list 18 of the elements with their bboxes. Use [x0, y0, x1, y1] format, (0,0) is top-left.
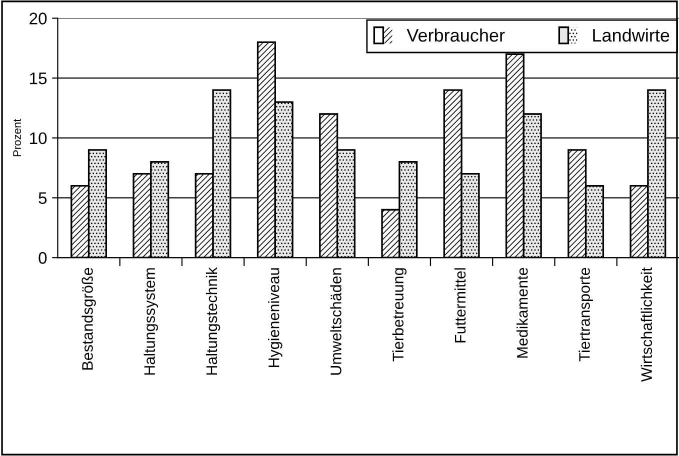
x-tick-label: Haltungssystem — [144, 268, 158, 375]
x-tick-label: Medikamente — [516, 268, 528, 358]
x-tick-label: Haltungstechnik — [206, 267, 220, 375]
legend-label: Landwirte — [593, 28, 670, 42]
y-tick-label: 0 — [38, 252, 47, 264]
y-tick-label: 10 — [30, 132, 47, 144]
x-tick-label: Tiertransporte — [578, 268, 593, 362]
y-tick-label: 15 — [30, 72, 47, 84]
legend-label: Verbraucher — [406, 28, 505, 42]
x-tick-label: Umweltschäden — [330, 268, 342, 375]
x-tick-label: Bestandsgröße — [82, 268, 96, 370]
x-tick-label: Tierbetreuung — [392, 268, 407, 362]
x-tick-label: Hygieneniveau — [268, 268, 282, 368]
x-tick-label: Wirtschaftlichkeit — [640, 267, 652, 382]
y-tick-label: 20 — [30, 12, 47, 24]
y-axis-title: Prozent — [13, 118, 22, 156]
y-tick-label: 5 — [38, 192, 47, 204]
x-tick-label: Futtermittel — [454, 268, 466, 342]
